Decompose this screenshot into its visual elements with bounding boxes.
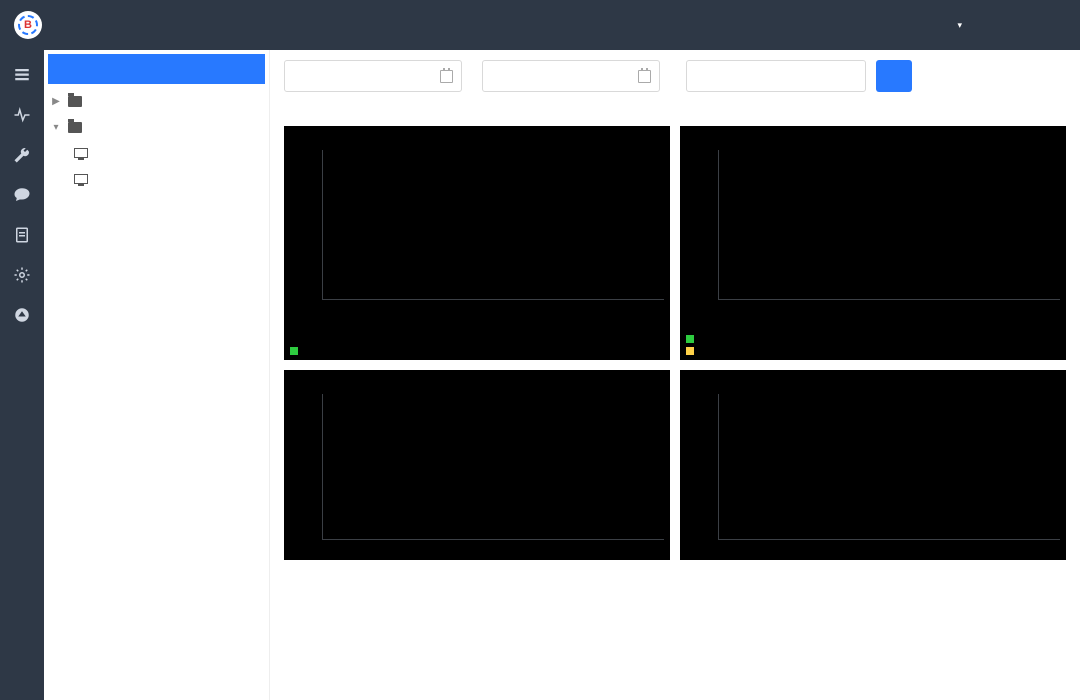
monitor-icon — [74, 174, 88, 184]
legend-swatch-icon — [686, 335, 694, 343]
tree-group-bigops[interactable]: ▶ — [44, 88, 269, 114]
topnav: ▾ — [953, 20, 1066, 31]
legend-swatch-icon — [686, 347, 694, 355]
rail-message[interactable] — [0, 178, 44, 218]
chart-opened-files — [680, 126, 1066, 360]
rail-preference[interactable] — [0, 258, 44, 298]
tree-host-50-101[interactable] — [44, 166, 269, 192]
left-rail — [0, 50, 44, 700]
rail-hostmin[interactable] — [0, 138, 44, 178]
legend-swatch-icon — [290, 347, 298, 355]
chart-agent-ping — [284, 126, 670, 360]
tree-panel: ▶ ▾ — [44, 50, 270, 700]
date-from-input[interactable] — [284, 60, 462, 92]
chart-legend — [686, 332, 1060, 356]
rail-backend[interactable] — [0, 298, 44, 338]
chart-plot — [718, 394, 1060, 540]
rail-monitor[interactable] — [0, 98, 44, 138]
chart-max-processes — [284, 370, 670, 560]
search-input[interactable] — [686, 60, 866, 92]
logo: B — [14, 11, 42, 39]
tree-group-zabbix[interactable]: ▾ — [44, 114, 269, 140]
search-button[interactable] — [876, 60, 912, 92]
chart-incoming-traffic — [680, 370, 1066, 560]
chart-legend — [290, 344, 664, 356]
collapse-icon: ▾ — [50, 122, 62, 133]
tree-host-zabbix-server[interactable] — [44, 140, 269, 166]
pulse-icon — [13, 106, 31, 124]
calendar-icon — [638, 70, 651, 83]
rail-resource[interactable] — [0, 58, 44, 98]
tree-header — [48, 54, 265, 84]
traffic-line — [719, 394, 1060, 539]
expand-icon: ▶ — [50, 96, 62, 107]
date-to-input[interactable] — [482, 60, 660, 92]
content — [270, 50, 1080, 700]
chart-plot — [322, 394, 664, 540]
folder-icon — [68, 122, 82, 133]
rail-workorder[interactable] — [0, 218, 44, 258]
wrench-icon — [13, 146, 31, 164]
gear-icon — [13, 266, 31, 284]
calendar-icon — [440, 70, 453, 83]
chevron-down-icon: ▾ — [957, 20, 962, 31]
topbar: B ▾ — [0, 0, 1080, 50]
clipboard-icon — [13, 226, 31, 244]
chat-icon — [13, 186, 31, 204]
circle-up-icon — [13, 306, 31, 324]
chart-plot — [322, 150, 664, 300]
monitor-icon — [74, 148, 88, 158]
folder-icon — [68, 96, 82, 107]
list-icon — [13, 66, 31, 84]
nav-view[interactable]: ▾ — [953, 20, 962, 31]
chart-plot — [718, 150, 1060, 300]
